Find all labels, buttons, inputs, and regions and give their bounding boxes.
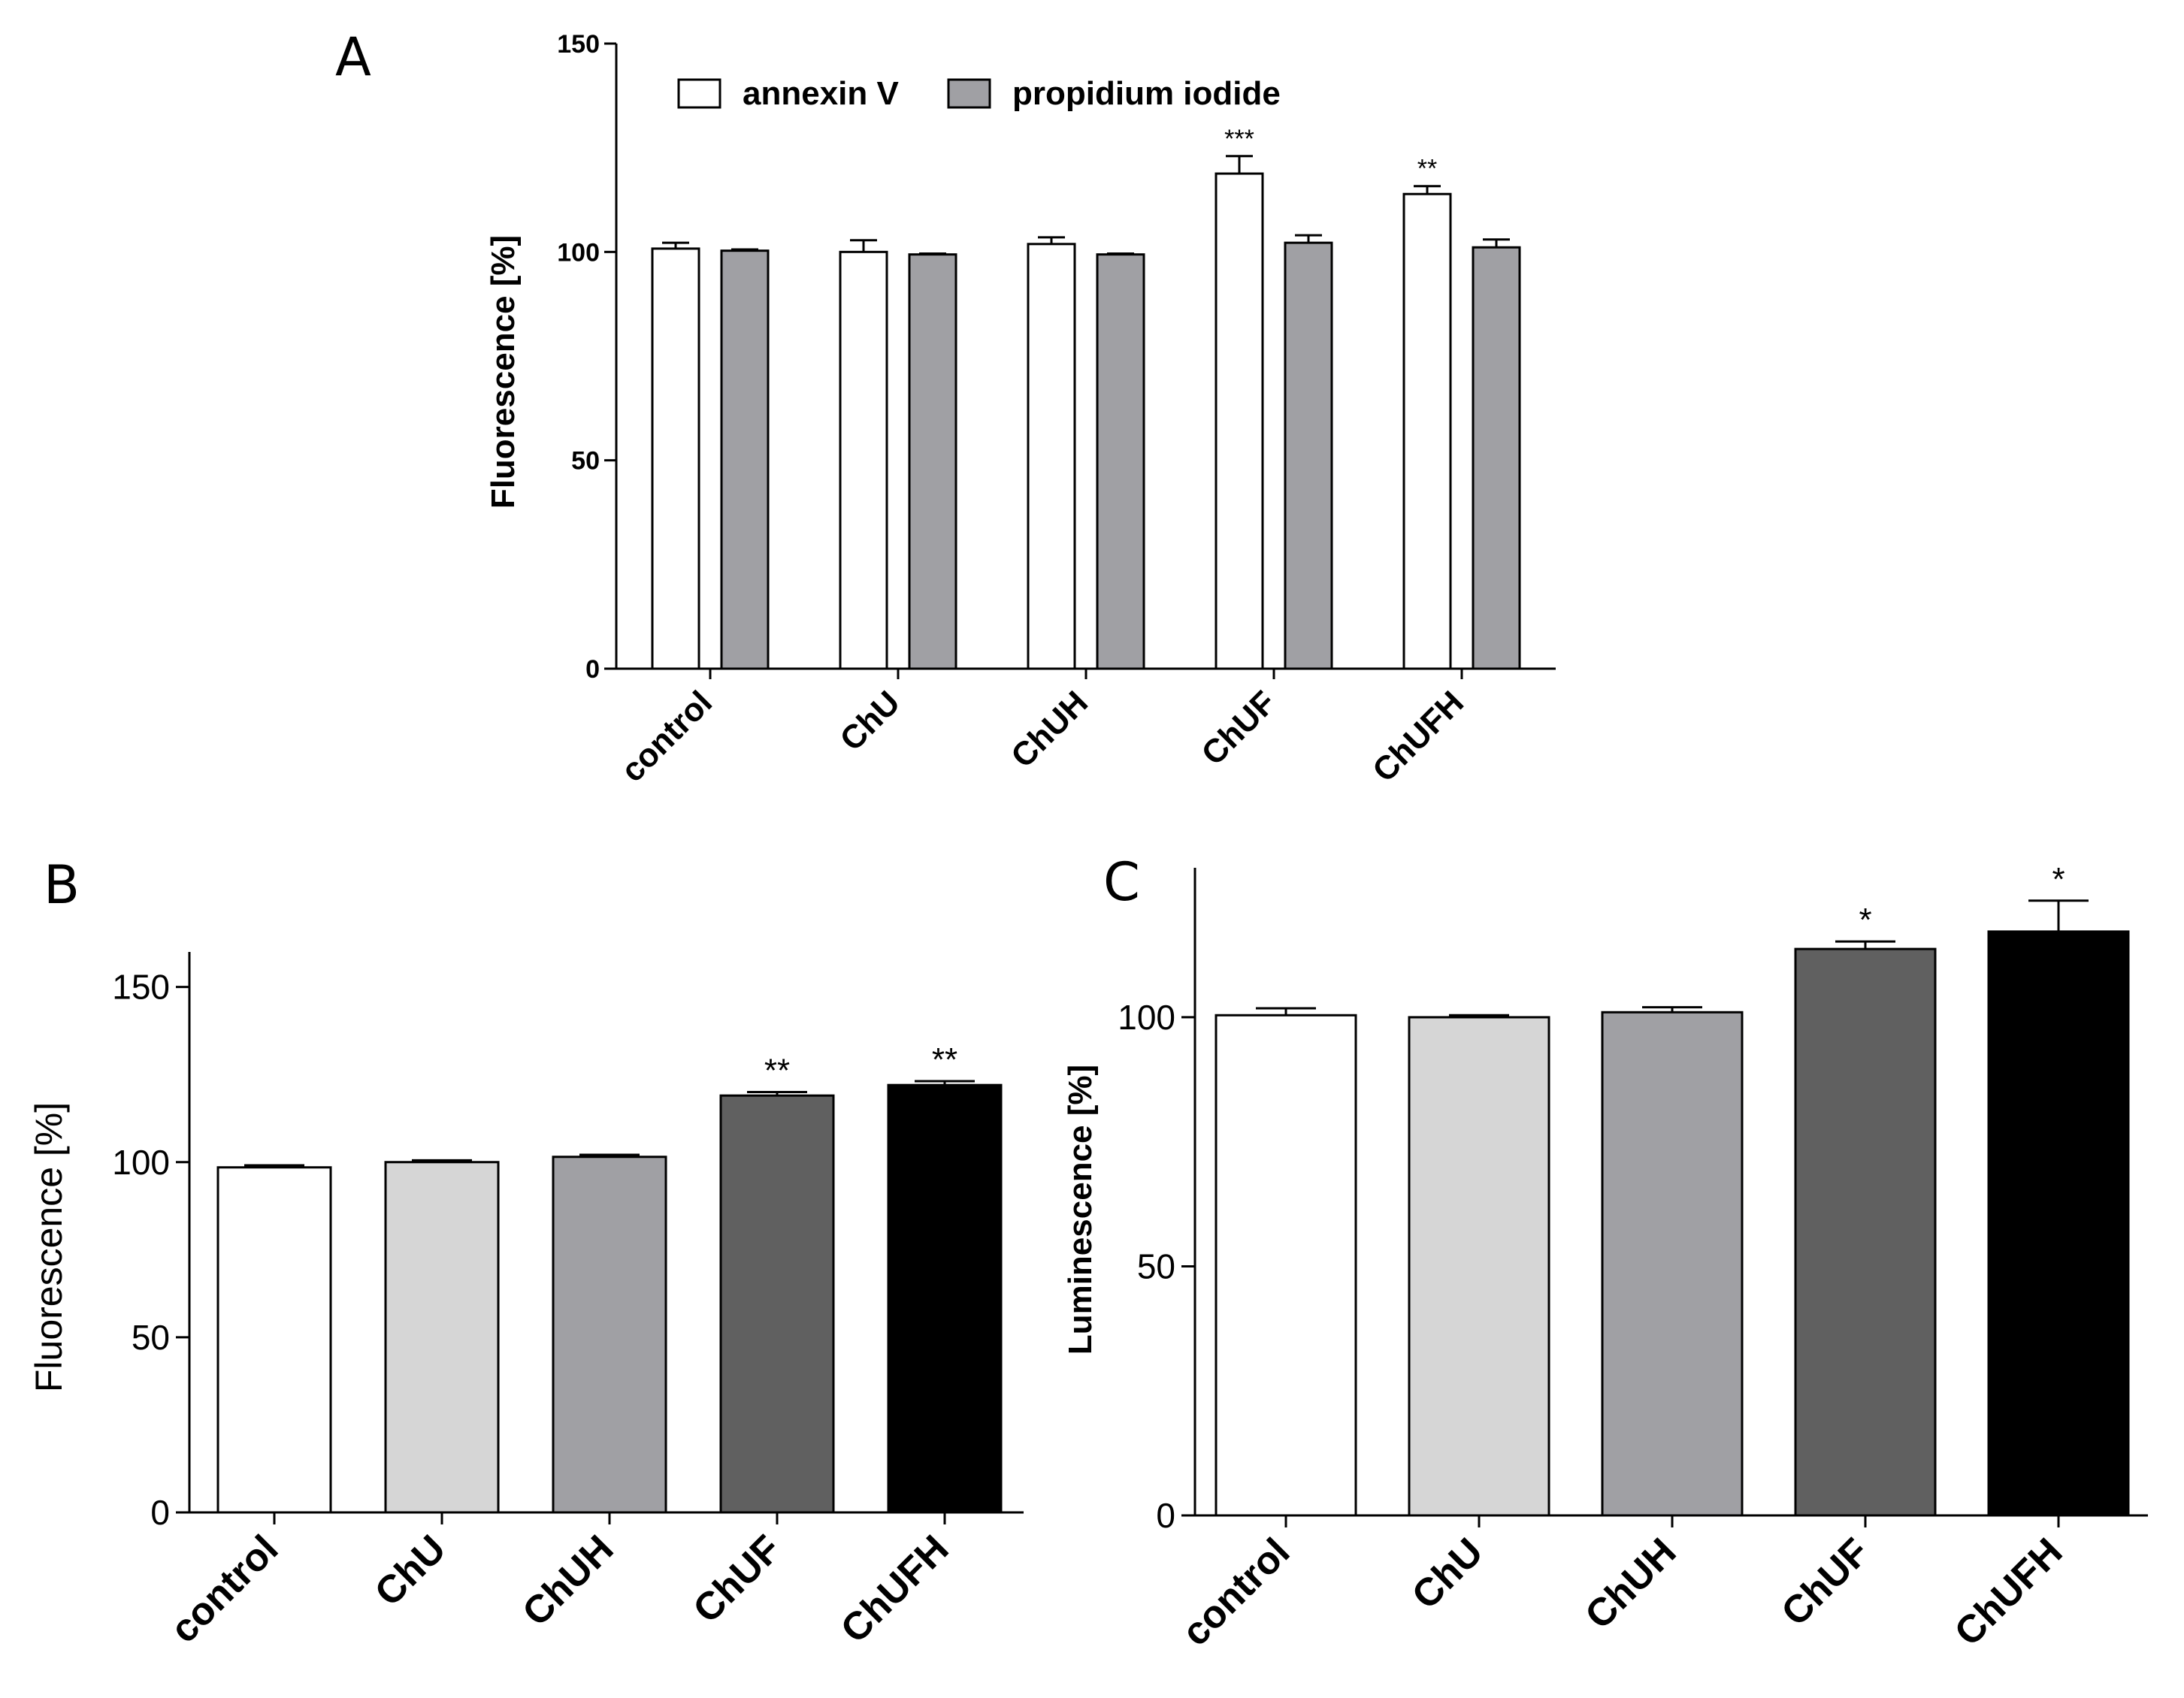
panel-b: B Fluorescence [%] control ChU ChUH ** ChUF *…	[28, 854, 1024, 1651]
y-tick-label-150: 150	[112, 968, 170, 1007]
bar-chufh	[887, 1083, 1003, 1514]
x-tick-label-chu: ChU	[1404, 1530, 1492, 1618]
bar-chu	[1408, 1016, 1550, 1517]
bar-chuh	[552, 1156, 667, 1514]
x-tick-label-chu: ChU	[833, 684, 907, 758]
y-tick-label-100: 100	[1118, 998, 1175, 1037]
bar-chuf	[719, 1094, 835, 1514]
panel-c-letter: C	[1103, 851, 1140, 913]
y-tick-label-50: 50	[1137, 1246, 1175, 1286]
panel-b-letter: B	[44, 854, 80, 916]
legend-label-propidium-iodide: propidium iodide	[1012, 75, 1281, 112]
y-tick-label-0: 0	[585, 655, 600, 684]
x-tick-label-chuh: ChUH	[514, 1527, 622, 1634]
x-tick-label-chu: ChU	[367, 1527, 455, 1615]
panel-c-plot-area: control ChU ChUH * ChUF * ChUFH 0 50 100	[1118, 861, 2148, 1654]
x-tick-label-chufh: ChUFH	[1947, 1530, 2071, 1654]
bar-propidium-iodide-chuh	[1096, 253, 1145, 670]
y-tick-label-50: 50	[571, 447, 600, 476]
bar-control	[216, 1166, 332, 1514]
bar-propidium-iodide-control	[720, 249, 770, 670]
bar-propidium-iodide-chufh	[1472, 246, 1521, 670]
bar-propidium-iodide-chuf	[1284, 241, 1333, 670]
significance-chufh: **	[932, 1041, 957, 1078]
panel-a-plot-area: control ChU ChUH *** ChUF ** ChUFH 0 50 100 150	[557, 30, 1556, 790]
bar-chu	[384, 1161, 500, 1514]
y-tick-label-50: 50	[132, 1318, 170, 1357]
x-tick-label-chufh: ChUFH	[1366, 684, 1471, 789]
bar-annexin-v-chuf	[1215, 172, 1264, 670]
panel-a-y-axis-label: Fluorescence [%]	[485, 235, 522, 509]
legend-label-annexin-v: annexin V	[743, 75, 899, 112]
significance-chuf: *	[1859, 902, 1871, 938]
legend-swatch-annexin-v	[677, 78, 721, 109]
x-tick-label-chuf: ChUF	[1194, 684, 1283, 772]
significance-chuf: **	[764, 1053, 790, 1089]
x-tick-label-control: control	[614, 684, 719, 789]
bar-propidium-iodide-chu	[908, 253, 957, 670]
bar-annexin-v-chuh	[1027, 243, 1076, 670]
y-tick-label-0: 0	[150, 1493, 170, 1532]
panel-c-y-axis-label: Luminescence [%]	[1062, 1065, 1099, 1355]
bar-annexin-v-chu	[839, 250, 888, 670]
significance-annexin-v-chuf: ***	[1224, 125, 1254, 153]
bar-control	[1215, 1014, 1357, 1517]
panel-c: C Luminescence [%] control ChU ChUH * ChUF * C…	[1062, 851, 2148, 1654]
bar-annexin-v-chufh	[1402, 192, 1452, 670]
bar-chuh	[1601, 1011, 1744, 1517]
significance-annexin-v-chufh: **	[1417, 155, 1437, 183]
panel-a-letter: A	[335, 26, 371, 88]
legend-swatch-propidium-iodide	[947, 78, 991, 109]
y-tick-label-150: 150	[557, 30, 600, 59]
panel-a: A Fluorescence [%] annexin V propidium i…	[335, 26, 1556, 790]
y-tick-label-100: 100	[557, 238, 600, 267]
bar-chufh	[1987, 930, 2130, 1517]
bar-chuf	[1794, 947, 1937, 1517]
x-tick-label-chuh: ChUH	[1577, 1530, 1684, 1637]
panel-b-plot-area: control ChU ChUH ** ChUF ** ChUFH 0 50 100 150	[112, 952, 1024, 1651]
x-tick-label-control: control	[1174, 1530, 1299, 1654]
significance-chufh: *	[2052, 861, 2065, 898]
x-tick-label-control: control	[162, 1527, 287, 1651]
panel-a-legend: annexin V propidium iodide	[677, 75, 1281, 112]
x-tick-label-chufh: ChUFH	[833, 1527, 957, 1651]
x-tick-label-chuh: ChUH	[1004, 684, 1095, 775]
x-tick-label-chuf: ChUF	[685, 1527, 789, 1631]
panel-b-y-axis-label: Fluorescence [%]	[28, 1102, 70, 1392]
x-tick-label-chuf: ChUF	[1773, 1530, 1877, 1634]
bar-annexin-v-control	[651, 247, 700, 670]
y-tick-label-0: 0	[1156, 1496, 1175, 1535]
y-tick-label-100: 100	[112, 1143, 170, 1182]
